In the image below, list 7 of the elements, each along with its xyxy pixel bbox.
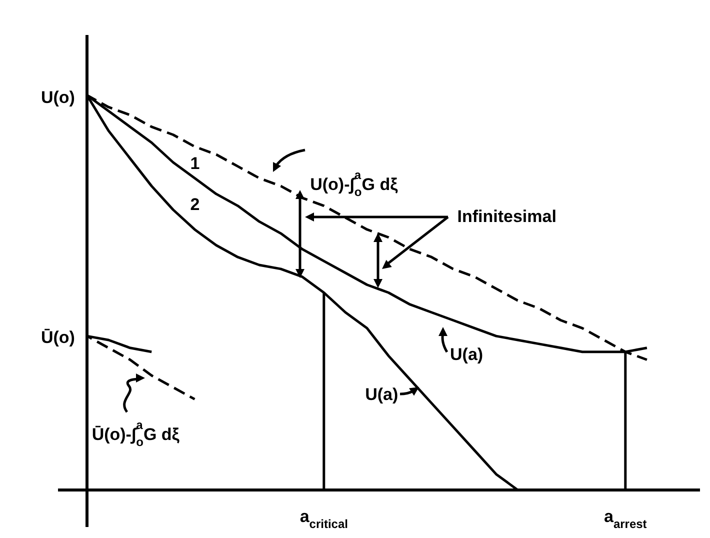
annotation: U(o)	[40, 88, 75, 107]
annotation: Infinitesimal	[457, 206, 556, 226]
annotation: U(a)	[365, 385, 398, 404]
annotation: 1	[190, 154, 200, 174]
annotation: Ū(o)	[40, 328, 75, 347]
annotation: U(a)	[450, 344, 484, 364]
annotation: 2	[190, 195, 200, 214]
